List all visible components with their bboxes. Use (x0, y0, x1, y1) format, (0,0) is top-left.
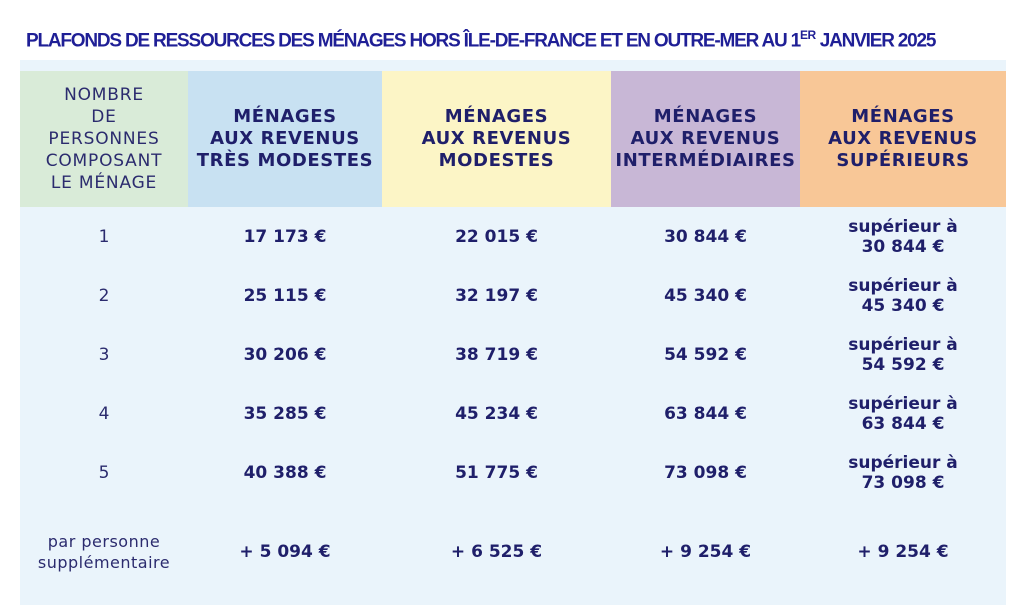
title-superscript: ER (800, 28, 816, 42)
superieurs-cell: supérieur à 54 592 € (848, 334, 958, 375)
household-size-cell: 3 (98, 344, 110, 365)
table-row: 5 40 388 € 51 775 € 73 098 € supérieur à… (20, 443, 1006, 502)
tres-modestes-cell: + 5 094 € (239, 542, 331, 562)
header-modestes: MÉNAGES AUX REVENUS MODESTES (382, 71, 611, 207)
superieurs-cell: + 9 254 € (857, 542, 949, 562)
intermediaires-cell: + 9 254 € (659, 542, 752, 562)
modestes-cell: 32 197 € (455, 285, 538, 306)
household-size-cell: 4 (98, 403, 110, 424)
intermediaires-cell: 30 844 € (664, 226, 747, 247)
page-title: PLAFONDS DE RESSOURCES DES MÉNAGES HORS … (26, 28, 937, 52)
income-ceiling-table: NOMBRE DE PERSONNES COMPOSANT LE MÉNAGE MÉNA… (20, 71, 1006, 602)
title-main: PLAFONDS DE RESSOURCES DES MÉNAGES HORS … (26, 30, 801, 52)
table-row: 4 35 285 € 45 234 € 63 844 € supérieur à… (20, 384, 1006, 443)
title-end: JANVIER 2025 (815, 30, 937, 52)
modestes-cell: 51 775 € (455, 462, 538, 483)
tres-modestes-cell: 30 206 € (243, 344, 327, 365)
table-row: 2 25 115 € 32 197 € 45 340 € supérieur à… (20, 266, 1006, 325)
header-tres-modestes: MÉNAGES AUX REVENUS TRÈS MODESTES (188, 71, 382, 207)
intermediaires-cell: 63 844 € (664, 403, 747, 424)
header-household-size: NOMBRE DE PERSONNES COMPOSANT LE MÉNAGE (20, 71, 188, 207)
header-row: NOMBRE DE PERSONNES COMPOSANT LE MÉNAGE MÉNA… (20, 71, 1006, 207)
intermediaires-cell: 73 098 € (664, 462, 747, 483)
modestes-cell: 45 234 € (455, 403, 538, 424)
modestes-cell: 22 015 € (455, 226, 538, 247)
intermediaires-cell: 54 592 € (664, 344, 747, 365)
superieurs-cell: supérieur à 73 098 € (848, 452, 958, 493)
household-size-cell: 2 (98, 285, 110, 306)
tres-modestes-cell: 17 173 € (243, 226, 327, 247)
table-row: 3 30 206 € 38 719 € 54 592 € supérieur à… (20, 325, 1006, 384)
per-additional-person-label: par personne supplémentaire (37, 532, 171, 572)
intermediaires-cell: 45 340 € (664, 285, 747, 306)
tres-modestes-cell: 25 115 € (243, 285, 327, 306)
tres-modestes-cell: 40 388 € (243, 462, 327, 483)
household-size-cell: 5 (98, 462, 110, 483)
tres-modestes-cell: 35 285 € (243, 403, 327, 424)
superieurs-cell: supérieur à 45 340 € (848, 275, 958, 316)
household-size-cell: 1 (98, 226, 110, 247)
superieurs-cell: supérieur à 30 844 € (848, 216, 958, 257)
header-superieurs: MÉNAGES AUX REVENUS SUPÉRIEURS (800, 71, 1006, 207)
superieurs-cell: supérieur à 63 844 € (848, 393, 958, 434)
modestes-cell: + 6 525 € (450, 542, 543, 562)
modestes-cell: 38 719 € (455, 344, 538, 365)
table-row: 1 17 173 € 22 015 € 30 844 € supérieur à… (20, 207, 1006, 266)
header-intermediaires: MÉNAGES AUX REVENUS INTERMÉDIAIRES (611, 71, 800, 207)
table-row-per-additional-person: par personne supplémentaire + 5 094 € + 6… (20, 502, 1006, 602)
